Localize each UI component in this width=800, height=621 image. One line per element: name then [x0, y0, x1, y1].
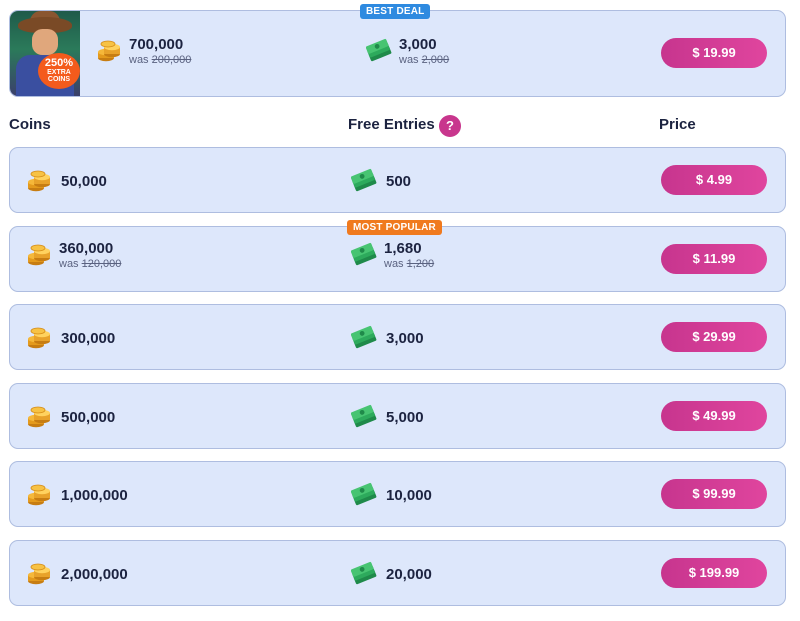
featured-coins-value: 700,000	[129, 36, 184, 53]
coins-was: was 120,000	[59, 258, 122, 270]
coin-stack-icon	[26, 404, 52, 430]
package-row: 1,000,000 10,000 $ 99.99	[9, 461, 786, 527]
cash-stack-icon	[351, 561, 377, 587]
coins-value: 50,000	[61, 172, 107, 190]
promo-image: 250% EXTRA COINS	[10, 11, 80, 96]
cash-stack-icon	[351, 482, 377, 508]
column-header: Coins Free Entries ? Price	[0, 115, 800, 137]
cash-stack-icon	[351, 168, 377, 194]
coins-value: 360,000	[59, 240, 114, 257]
coins-cell: 360,000 was 120,000	[26, 240, 121, 270]
package-row: 50,000 500 $ 4.99	[9, 147, 786, 213]
package-row-most-popular: MOST POPULAR 360,000 was 120,000 1,680 w…	[9, 220, 786, 292]
price-button[interactable]: $ 4.99	[661, 165, 767, 195]
price-button[interactable]: $ 199.99	[661, 558, 767, 588]
package-row: 500,000 5,000 $ 49.99	[9, 383, 786, 449]
coin-stack-icon	[26, 561, 52, 587]
coins-cell: 1,000,000	[26, 482, 128, 508]
best-deal-package: 250% EXTRA COINS BEST DEAL 700,000 was 2…	[9, 4, 786, 97]
entries-value: 3,000	[386, 329, 424, 347]
entries-value: 500	[386, 172, 412, 190]
coins-cell: 2,000,000	[26, 561, 128, 587]
entries-cell: 20,000	[351, 561, 432, 587]
featured-entries-was: was 2,000	[399, 54, 450, 66]
extra-coins-burst: 250% EXTRA COINS	[38, 53, 80, 89]
package-row: 2,000,000 20,000 $ 199.99	[9, 540, 786, 606]
help-icon[interactable]: ?	[439, 115, 461, 137]
featured-price-button[interactable]: $ 19.99	[661, 38, 767, 68]
entries-value: 1,680	[384, 240, 422, 257]
coin-stack-icon	[26, 168, 52, 194]
coins-value: 2,000,000	[61, 565, 128, 583]
coins-column-label: Coins	[9, 116, 51, 133]
cash-stack-icon	[351, 242, 377, 268]
price-column-label: Price	[659, 116, 696, 133]
entries-cell: 10,000	[351, 482, 432, 508]
featured-entries: 3,000 was 2,000	[366, 36, 449, 66]
coins-value: 500,000	[61, 408, 116, 426]
entries-cell: 3,000	[351, 325, 424, 351]
coin-stack-icon	[26, 242, 52, 268]
cash-stack-icon	[351, 404, 377, 430]
cash-stack-icon	[366, 38, 392, 64]
coins-cell: 50,000	[26, 168, 107, 194]
featured-coins-was: was 200,000	[129, 54, 192, 66]
price-button[interactable]: $ 29.99	[661, 322, 767, 352]
entries-cell: 5,000	[351, 404, 424, 430]
coin-stack-icon	[26, 482, 52, 508]
featured-coins: 700,000 was 200,000	[96, 36, 191, 66]
coins-value: 1,000,000	[61, 486, 128, 504]
best-deal-badge: BEST DEAL	[360, 4, 431, 19]
free-entries-column-label: Free Entries	[348, 116, 435, 133]
price-button[interactable]: $ 49.99	[661, 401, 767, 431]
package-row: 300,000 3,000 $ 29.99	[9, 304, 786, 370]
coins-value: 300,000	[61, 329, 116, 347]
entries-value: 5,000	[386, 408, 424, 426]
entries-cell: 500	[351, 168, 411, 194]
price-button[interactable]: $ 11.99	[661, 244, 767, 274]
featured-entries-value: 3,000	[399, 36, 437, 53]
entries-value: 20,000	[386, 565, 432, 583]
entries-was: was 1,200	[384, 258, 435, 270]
coin-stack-icon	[26, 325, 52, 351]
cash-stack-icon	[351, 325, 377, 351]
entries-cell: 1,680 was 1,200	[351, 240, 434, 270]
price-button[interactable]: $ 99.99	[661, 479, 767, 509]
entries-value: 10,000	[386, 486, 432, 504]
coin-stack-icon	[96, 38, 122, 64]
most-popular-badge: MOST POPULAR	[347, 220, 442, 235]
coins-cell: 300,000	[26, 325, 115, 351]
coins-cell: 500,000	[26, 404, 115, 430]
